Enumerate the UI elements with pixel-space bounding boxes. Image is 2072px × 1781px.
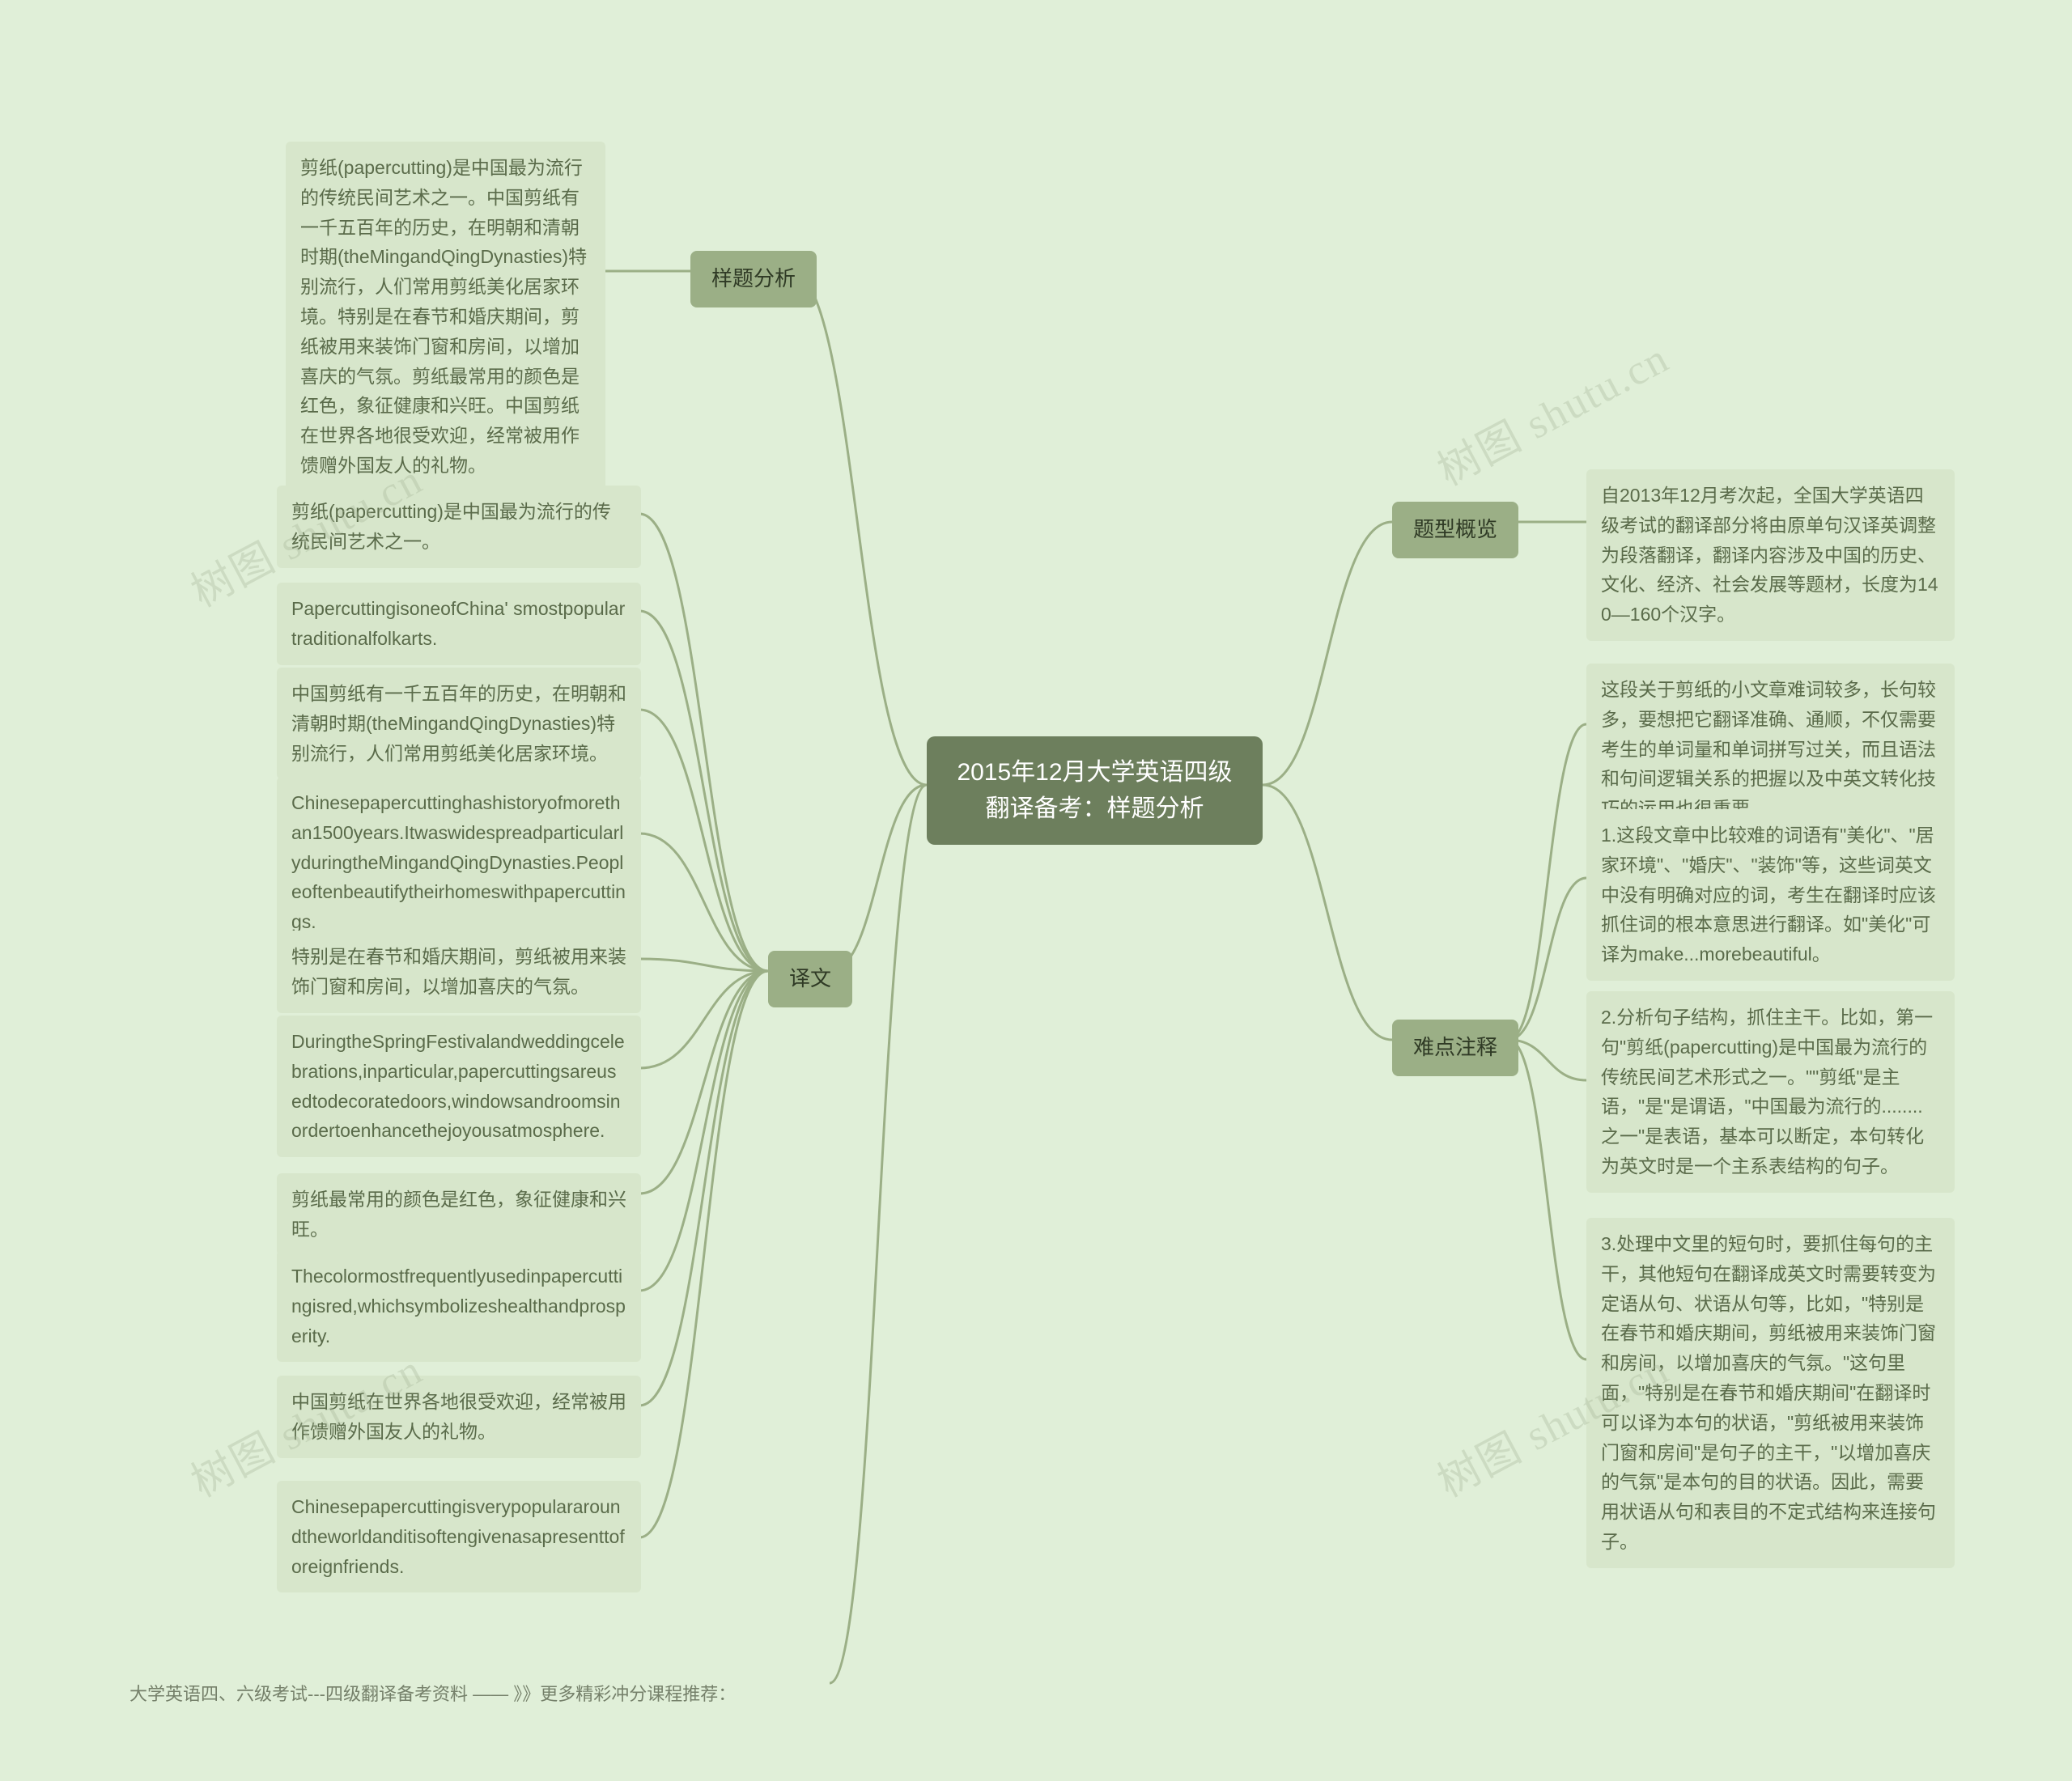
leaf-text: 1.这段文章中比较难的词语有"美化"、"居家环境"、"婚庆"、"装饰"等，这些词… xyxy=(1601,825,1936,965)
leaf-text: Thecolormostfrequentlyusedinpapercutting… xyxy=(291,1266,626,1346)
leaf-text: 大学英语四、六级考试---四级翻译备考资料 —— 》》更多精彩冲分课程推荐： xyxy=(130,1684,736,1704)
leaf-text: 特别是在春节和婚庆期间，剪纸被用来装饰门窗和房间，以增加喜庆的气氛。 xyxy=(291,946,626,997)
branch-overview[interactable]: 题型概览 xyxy=(1392,502,1518,558)
leaf-difficulty-3: 3.处理中文里的短句时，要抓住每句的主干，其他短句在翻译成英文时需要转变为定语从… xyxy=(1586,1218,1955,1568)
leaf-translation-3: Chinesepapercuttinghashistoryofmorethan1… xyxy=(277,777,641,948)
leaf-overview: 自2013年12月考次起，全国大学英语四级考试的翻译部分将由原单句汉译英调整为段… xyxy=(1586,469,1955,641)
center-line2: 翻译备考：样题分析 xyxy=(986,795,1204,822)
mindmap-canvas: 2015年12月大学英语四级 翻译备考：样题分析 样题分析 剪纸(papercu… xyxy=(0,0,2072,1781)
leaf-translation-9: Chinesepapercuttingisverypopulararoundth… xyxy=(277,1481,641,1592)
leaf-text: 中国剪纸有一千五百年的历史，在明朝和清朝时期(theMingandQingDyn… xyxy=(291,683,626,764)
leaf-translation-0: 剪纸(papercutting)是中国最为流行的传统民间艺术之一。 xyxy=(277,486,641,568)
leaf-text: Chinesepapercuttingisverypopulararoundth… xyxy=(291,1496,625,1577)
leaf-difficulty-2: 2.分析句子结构，抓住主干。比如，第一句"剪纸(papercutting)是中国… xyxy=(1586,991,1955,1193)
branch-label: 难点注释 xyxy=(1413,1035,1497,1059)
branch-label: 样题分析 xyxy=(711,266,796,290)
leaf-translation-5: DuringtheSpringFestivalandweddingcelebra… xyxy=(277,1016,641,1157)
leaf-text: 自2013年12月考次起，全国大学英语四级考试的翻译部分将由原单句汉译英调整为段… xyxy=(1601,485,1938,625)
branch-difficulties[interactable]: 难点注释 xyxy=(1392,1020,1518,1076)
leaf-translation-4: 特别是在春节和婚庆期间，剪纸被用来装饰门窗和房间，以增加喜庆的气氛。 xyxy=(277,931,641,1013)
branch-label: 题型概览 xyxy=(1413,517,1497,541)
leaf-translation-1: PapercuttingisoneofChina' smostpopulartr… xyxy=(277,583,641,665)
leaf-text: 中国剪纸在世界各地很受欢迎，经常被用作馈赠外国友人的礼物。 xyxy=(291,1391,626,1442)
leaf-text: 2.分析句子结构，抓住主干。比如，第一句"剪纸(papercutting)是中国… xyxy=(1601,1007,1933,1177)
center-line1: 2015年12月大学英语四级 xyxy=(957,759,1232,786)
leaf-text: Chinesepapercuttinghashistoryofmorethan1… xyxy=(291,792,626,932)
center-node[interactable]: 2015年12月大学英语四级 翻译备考：样题分析 xyxy=(927,736,1263,845)
leaf-footer: 大学英语四、六级考试---四级翻译备考资料 —— 》》更多精彩冲分课程推荐： xyxy=(113,1667,842,1721)
leaf-text: DuringtheSpringFestivalandweddingcelebra… xyxy=(291,1031,625,1141)
branch-sample-analysis[interactable]: 样题分析 xyxy=(690,251,817,307)
leaf-difficulty-1: 1.这段文章中比较难的词语有"美化"、"居家环境"、"婚庆"、"装饰"等，这些词… xyxy=(1586,809,1955,981)
leaf-translation-7: Thecolormostfrequentlyusedinpapercutting… xyxy=(277,1250,641,1362)
leaf-text: PapercuttingisoneofChina' smostpopulartr… xyxy=(291,598,625,649)
leaf-text: 3.处理中文里的短句时，要抓住每句的主干，其他短句在翻译成英文时需要转变为定语从… xyxy=(1601,1233,1936,1552)
branch-label: 译文 xyxy=(789,966,831,990)
leaf-text: 这段关于剪纸的小文章难词较多，长句较多，要想把它翻译准确、通顺，不仅需要考生的单… xyxy=(1601,679,1936,819)
leaf-translation-2: 中国剪纸有一千五百年的历史，在明朝和清朝时期(theMingandQingDyn… xyxy=(277,668,641,779)
leaf-text: 剪纸最常用的颜色是红色，象征健康和兴旺。 xyxy=(291,1189,626,1240)
leaf-translation-6: 剪纸最常用的颜色是红色，象征健康和兴旺。 xyxy=(277,1173,641,1256)
leaf-text: 剪纸(papercutting)是中国最为流行的传统民间艺术之一。 xyxy=(291,501,611,552)
leaf-sample-text: 剪纸(papercutting)是中国最为流行的传统民间艺术之一。中国剪纸有一千… xyxy=(286,142,605,492)
leaf-text: 剪纸(papercutting)是中国最为流行的传统民间艺术之一。中国剪纸有一千… xyxy=(300,157,587,476)
branch-translation[interactable]: 译文 xyxy=(768,951,852,1007)
leaf-translation-8: 中国剪纸在世界各地很受欢迎，经常被用作馈赠外国友人的礼物。 xyxy=(277,1376,641,1458)
